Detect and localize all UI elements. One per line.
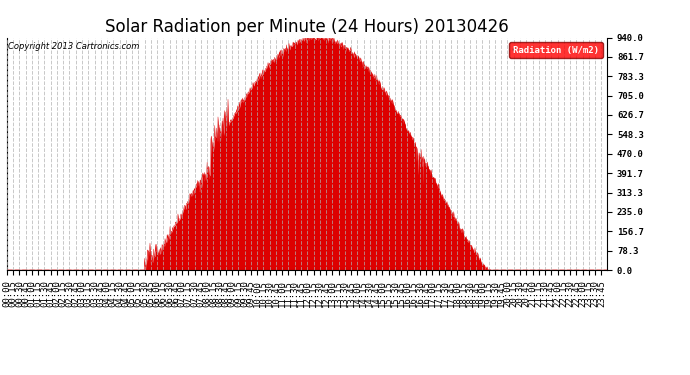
Title: Solar Radiation per Minute (24 Hours) 20130426: Solar Radiation per Minute (24 Hours) 20…	[105, 18, 509, 36]
Legend: Radiation (W/m2): Radiation (W/m2)	[509, 42, 602, 58]
Text: Copyright 2013 Cartronics.com: Copyright 2013 Cartronics.com	[8, 42, 139, 51]
